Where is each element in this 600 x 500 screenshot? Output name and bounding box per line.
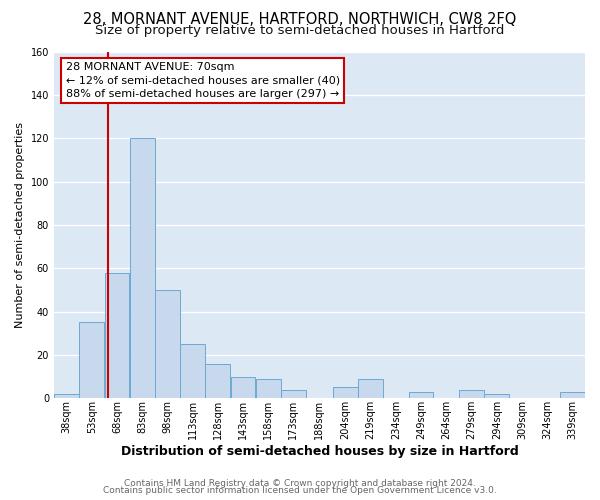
Text: Contains HM Land Registry data © Crown copyright and database right 2024.: Contains HM Land Registry data © Crown c… — [124, 478, 476, 488]
Bar — [180, 344, 205, 398]
Bar — [333, 388, 358, 398]
Bar — [484, 394, 509, 398]
Bar — [230, 376, 256, 398]
X-axis label: Distribution of semi-detached houses by size in Hartford: Distribution of semi-detached houses by … — [121, 444, 518, 458]
Bar — [205, 364, 230, 398]
Bar — [281, 390, 306, 398]
Bar — [155, 290, 180, 398]
Bar — [130, 138, 155, 398]
Y-axis label: Number of semi-detached properties: Number of semi-detached properties — [15, 122, 25, 328]
Text: Contains public sector information licensed under the Open Government Licence v3: Contains public sector information licen… — [103, 486, 497, 495]
Bar — [79, 322, 104, 398]
Bar — [54, 394, 79, 398]
Text: 28, MORNANT AVENUE, HARTFORD, NORTHWICH, CW8 2FQ: 28, MORNANT AVENUE, HARTFORD, NORTHWICH,… — [83, 12, 517, 28]
Bar — [459, 390, 484, 398]
Text: 28 MORNANT AVENUE: 70sqm
← 12% of semi-detached houses are smaller (40)
88% of s: 28 MORNANT AVENUE: 70sqm ← 12% of semi-d… — [65, 62, 340, 98]
Bar — [358, 378, 383, 398]
Text: Size of property relative to semi-detached houses in Hartford: Size of property relative to semi-detach… — [95, 24, 505, 37]
Bar — [256, 378, 281, 398]
Bar — [560, 392, 585, 398]
Bar — [409, 392, 433, 398]
Bar — [104, 272, 129, 398]
